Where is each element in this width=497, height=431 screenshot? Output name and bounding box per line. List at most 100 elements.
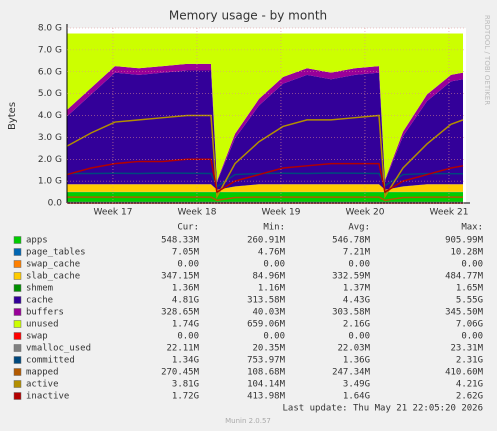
- legend-stat: 0.00: [461, 332, 483, 342]
- legend-stat: 4.43G: [343, 296, 370, 306]
- legend-stat: 2.62G: [456, 392, 483, 402]
- legend-label: mapped: [26, 368, 59, 378]
- plot: [66, 33, 464, 204]
- legend-stat: 108.68M: [247, 368, 286, 378]
- area: [67, 33, 463, 181]
- legend-stat: 23.31M: [450, 344, 483, 354]
- legend-swatch: [13, 308, 22, 316]
- legend-stat: 3.81G: [172, 380, 199, 390]
- y-axis-label: Bytes: [7, 102, 18, 130]
- chart-title: Memory usage - by month: [169, 9, 327, 23]
- line: [67, 196, 463, 202]
- legend-swatch: [13, 356, 22, 364]
- footer: Munin 2.0.57: [225, 417, 271, 425]
- legend-stat: 410.60M: [445, 368, 484, 378]
- legend-label: swap_cache: [26, 260, 80, 270]
- legend-stat: 0.00: [177, 332, 199, 342]
- area: [67, 70, 463, 190]
- legend-stat: 345.50M: [445, 308, 484, 318]
- legend-stat: 0.00: [461, 260, 483, 270]
- legend-stat: 260.91M: [247, 236, 286, 246]
- header: Avg:: [348, 223, 370, 233]
- legend-stat: 905.99M: [445, 236, 484, 246]
- legend-stat: 1.16M: [258, 284, 286, 294]
- y-tick-label: 2.0 G: [38, 155, 62, 165]
- legend-swatch: [13, 236, 22, 244]
- legend-stat: 270.45M: [161, 368, 200, 378]
- legend-stat: 347.15M: [161, 272, 200, 282]
- legend-swatch: [13, 272, 22, 280]
- legend-label: shmem: [26, 284, 53, 294]
- x-tick-label: Week 21: [429, 208, 468, 218]
- legend-stat: 40.03M: [252, 308, 285, 318]
- legend-label: inactive: [26, 392, 69, 402]
- legend-label: cache: [26, 296, 53, 306]
- legend-stat: 0.00: [177, 260, 199, 270]
- legend-swatch: [13, 296, 22, 304]
- legend-stat: 0.00: [348, 332, 370, 342]
- legend-stat: 22.11M: [166, 344, 199, 354]
- legend-stat: 313.58M: [247, 296, 286, 306]
- line: [66, 158, 464, 194]
- legend-stat: 548.33M: [161, 236, 200, 246]
- x-tick-label: Week 18: [177, 208, 216, 218]
- legend-label: committed: [26, 356, 75, 366]
- legend-stat: 0.00: [348, 260, 370, 270]
- legend-stat: 2.31G: [456, 356, 483, 366]
- last-update: Last update: Thu May 21 22:05:20 2026: [283, 404, 483, 414]
- legend-label: page_tables: [26, 248, 86, 258]
- legend-stat: 20.35M: [252, 344, 285, 354]
- legend-stat: 1.64G: [343, 392, 370, 402]
- legend-stat: 303.58M: [332, 308, 371, 318]
- legend-swatch: [13, 332, 22, 340]
- legend-stat: 7.06G: [456, 320, 483, 330]
- y-tick-label: 8.0 G: [38, 24, 62, 34]
- x-tick-label: Week 20: [345, 208, 384, 218]
- legend-stat: 1.37M: [343, 284, 371, 294]
- legend-label: swap: [26, 332, 48, 342]
- legend-stat: 0.00: [263, 332, 285, 342]
- x-tick-label: Week 19: [261, 208, 300, 218]
- legend-label: buffers: [26, 308, 64, 318]
- legend-label: unused: [26, 320, 59, 330]
- legend-swatch: [13, 284, 22, 292]
- legend-stat: 22.03M: [337, 344, 370, 354]
- legend-swatch: [13, 260, 22, 268]
- line: [67, 172, 463, 188]
- legend-stat: 1.72G: [172, 392, 199, 402]
- legend-stat: 3.49G: [343, 380, 370, 390]
- legend-stat: 247.34M: [332, 368, 371, 378]
- legend-stat: 84.96M: [252, 272, 285, 282]
- legend-swatch: [13, 248, 22, 256]
- x-tick-label: Week 17: [93, 208, 132, 218]
- header: Cur:: [177, 223, 199, 233]
- legend-stat: 328.65M: [161, 308, 200, 318]
- legend-stat: 7.05M: [172, 248, 200, 258]
- legend-stat: 0.00: [263, 260, 285, 270]
- legend-stat: 4.81G: [172, 296, 199, 306]
- legend-stat: 4.21G: [456, 380, 483, 390]
- legend-stat: 2.16G: [343, 320, 370, 330]
- legend-label: vmalloc_used: [26, 344, 91, 354]
- legend-stat: 1.36G: [343, 356, 370, 366]
- y-tick-label: 6.0 G: [38, 67, 62, 77]
- legend-label: apps: [26, 236, 48, 246]
- legend-stat: 10.28M: [450, 248, 483, 258]
- legend-stat: 484.77M: [445, 272, 484, 282]
- line: [66, 114, 464, 200]
- header: Min:: [263, 223, 285, 233]
- legend-swatch: [13, 392, 22, 400]
- legend-stat: 1.34G: [172, 356, 199, 366]
- side-text: RRDTOOL / TOBI OETIKER: [483, 15, 491, 105]
- header: Max:: [461, 223, 483, 233]
- legend-swatch: [13, 344, 22, 352]
- legend-stat: 332.59M: [332, 272, 371, 282]
- legend-stat: 546.78M: [332, 236, 371, 246]
- area: [67, 63, 463, 183]
- legend-stat: 104.14M: [247, 380, 286, 390]
- y-tick-label: 7.0 G: [38, 45, 62, 55]
- legend-stat: 1.65M: [456, 284, 484, 294]
- y-tick-label: 1.0 G: [38, 177, 62, 187]
- legend-stat: 1.36M: [172, 284, 200, 294]
